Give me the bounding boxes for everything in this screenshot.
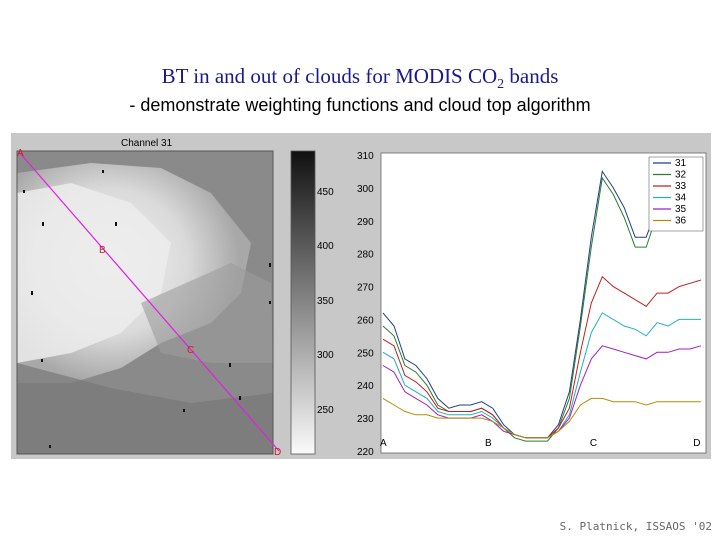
colorbar-tick: 350 [317,296,334,307]
legend-label: 34 [675,193,687,204]
colorbar-tick: 250 [317,405,334,416]
y-tick-label: 280 [357,250,374,261]
y-tick-label: 220 [357,447,374,458]
x-tick-label: D [693,438,700,449]
transect-label-a: A [17,148,24,159]
slide-subtitle: - demonstrate weighting functions and cl… [129,95,591,115]
satellite-image [16,150,280,455]
legend-label: 36 [675,216,687,227]
legend-label: 33 [675,181,687,192]
legend-label: 31 [675,158,687,169]
x-axis: A B C D [380,438,700,449]
legend-box [648,156,704,232]
y-tick-label: 230 [357,414,374,425]
slide-title: BT in and out of clouds for MODIS CO2 ba… [161,64,559,93]
y-tick-label: 290 [357,217,374,228]
legend-label: 35 [675,204,687,215]
y-tick-label: 310 [357,151,374,162]
figure-panel: Channel 31 A B C D 450 400 350 300 250 2… [11,133,711,459]
colorbar-tick: 300 [317,350,334,361]
image-title: Channel 31 [121,138,173,149]
figure-svg: Channel 31 A B C D 450 400 350 300 250 2… [16,138,707,458]
colorbar-tick: 400 [317,241,334,252]
series-line-32 [382,176,702,442]
x-tick-label: A [380,438,387,449]
transect-label-b: B [99,245,106,256]
transect-label-c: C [187,345,194,356]
y-tick-label: 250 [357,348,374,359]
series-line-36 [382,397,701,439]
legend-label: 32 [675,170,687,181]
credit-text: S. Platnick, ISSAOS '02 [559,520,712,533]
y-tick-label: 270 [357,283,374,294]
colorbar-tick: 450 [317,187,334,198]
y-tick-label: 300 [357,184,374,195]
x-tick-label: B [485,438,492,449]
x-tick-label: C [590,438,597,449]
y-axis: 220 230 240 250 260 270 280 290 300 310 [357,151,374,458]
transect-label-d: D [274,447,281,458]
colorbar: 450 400 350 300 250 [290,150,334,455]
y-tick-label: 260 [357,315,374,326]
y-tick-label: 240 [357,381,374,392]
series-lines [382,170,702,442]
